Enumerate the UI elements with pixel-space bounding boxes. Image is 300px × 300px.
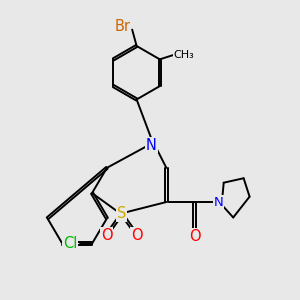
Text: CH₃: CH₃	[173, 50, 194, 60]
Text: Br: Br	[115, 19, 131, 34]
Text: O: O	[101, 228, 113, 243]
Text: N: N	[214, 196, 223, 208]
Text: S: S	[117, 206, 127, 221]
Text: O: O	[131, 228, 142, 243]
Text: O: O	[189, 229, 200, 244]
Text: Cl: Cl	[63, 236, 77, 251]
Text: N: N	[146, 138, 157, 153]
